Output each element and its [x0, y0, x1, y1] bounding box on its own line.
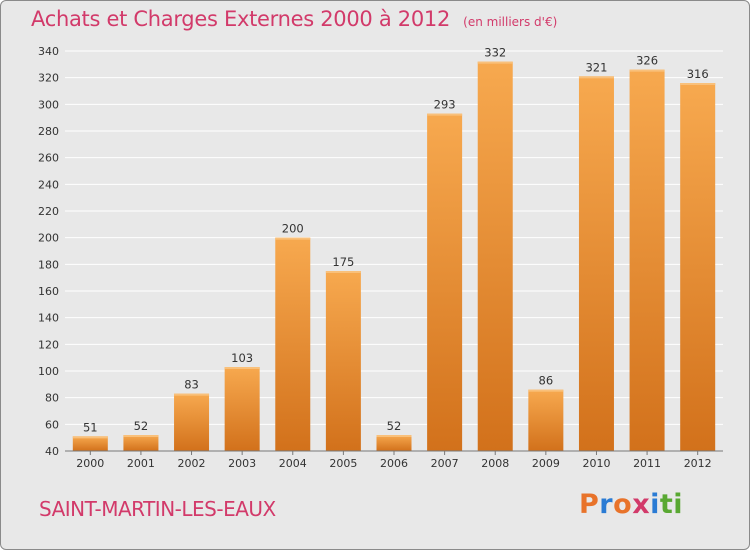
- bar-2008: [477, 61, 513, 452]
- bar-top-highlight: [376, 435, 412, 437]
- bar-2002: [174, 393, 210, 451]
- data-label: 83: [184, 378, 199, 392]
- data-labels: 51 52 83 103 200 175 52 293 332 86 321 326 316: [83, 46, 709, 435]
- chart-title: Achats et Charges Externes 2000 à 2012: [31, 7, 451, 31]
- x-tick-label: 2006: [380, 457, 408, 470]
- y-tick-label: 260: [38, 152, 59, 165]
- x-tick-label: 2007: [431, 457, 459, 470]
- bar-2006: [376, 435, 412, 451]
- x-tick-label: 2011: [633, 457, 661, 470]
- x-tick-label: 2010: [582, 457, 610, 470]
- bar-top-highlight: [224, 367, 260, 369]
- x-axis-ticks: 2000 2001 2002 2003 2004 2005 2006 2007 2008 2009…: [65, 450, 723, 470]
- logo-letter: t: [659, 489, 674, 520]
- logo-letter: i: [673, 489, 684, 520]
- bar-top-highlight: [275, 237, 311, 240]
- proxiti-logo: Proxiti: [579, 489, 683, 520]
- logo-letter: r: [599, 489, 614, 520]
- bar-top-highlight: [477, 61, 513, 64]
- bar-top-highlight: [123, 435, 159, 437]
- grid-lines: [65, 50, 723, 452]
- commune-name: SAINT-MARTIN-LES-EAUX: [39, 497, 276, 521]
- title-row: Achats et Charges Externes 2000 à 2012 (…: [31, 7, 557, 31]
- bar-2000: [72, 436, 108, 451]
- y-tick-label: 280: [38, 125, 59, 138]
- x-tick-label: 2002: [178, 457, 206, 470]
- data-label: 86: [539, 374, 554, 388]
- y-tick-label: 240: [38, 178, 59, 191]
- logo-letter: i: [650, 489, 660, 520]
- y-tick-label: 120: [38, 338, 59, 351]
- x-tick-label: 2000: [76, 457, 104, 470]
- data-label: 51: [83, 420, 98, 434]
- y-tick-label: 40: [45, 445, 59, 458]
- bar-top-highlight: [578, 76, 614, 79]
- bar-top-highlight: [629, 69, 665, 72]
- data-label: 332: [484, 46, 506, 60]
- data-label: 175: [332, 255, 354, 269]
- data-label: 103: [231, 351, 253, 365]
- bar-2003: [224, 367, 260, 451]
- bar-top-highlight: [680, 83, 716, 85]
- y-tick-label: 80: [45, 392, 59, 405]
- x-tick-label: 2004: [279, 457, 307, 470]
- y-tick-label: 340: [38, 45, 59, 58]
- y-tick-label: 140: [38, 312, 59, 325]
- chart-subtitle: (en milliers d'€): [463, 15, 558, 29]
- x-tick-label: 2009: [532, 457, 560, 470]
- bar-2011: [629, 69, 665, 452]
- bar-2009: [528, 389, 564, 451]
- bar-2012: [680, 83, 716, 451]
- y-tick-label: 180: [38, 258, 59, 271]
- y-tick-label: 100: [38, 365, 59, 378]
- bar-2010: [578, 76, 614, 451]
- data-label: 316: [687, 67, 709, 81]
- logo-letter: x: [632, 489, 651, 520]
- bar-top-highlight: [325, 271, 361, 273]
- x-tick-label: 2001: [127, 457, 155, 470]
- data-label: 293: [434, 98, 456, 112]
- data-label: 52: [134, 419, 149, 433]
- y-tick-label: 200: [38, 232, 59, 245]
- bar-2001: [123, 435, 159, 451]
- x-tick-label: 2012: [684, 457, 712, 470]
- bar-top-highlight: [72, 436, 108, 439]
- x-tick-label: 2008: [481, 457, 509, 470]
- data-label: 321: [585, 60, 607, 74]
- bars: [72, 61, 716, 452]
- data-label: 200: [282, 222, 304, 236]
- y-tick-label: 220: [38, 205, 59, 218]
- logo-letter: o: [613, 489, 633, 520]
- bar-top-highlight: [427, 113, 463, 116]
- bar-2007: [427, 113, 463, 452]
- y-tick-label: 320: [38, 72, 59, 85]
- logo-letter: P: [579, 489, 600, 520]
- data-label: 52: [387, 419, 402, 433]
- y-tick-label: 160: [38, 285, 59, 298]
- bar-2005: [325, 271, 361, 451]
- y-axis-ticks: 40 60 80 100 120 140 160 180 200 220 240 260 280 300 3…: [38, 45, 59, 458]
- data-label: 326: [636, 54, 658, 68]
- bar-2004: [275, 237, 311, 451]
- x-tick-label: 2005: [329, 457, 357, 470]
- bar-top-highlight: [174, 393, 210, 396]
- bar-top-highlight: [528, 389, 564, 392]
- y-tick-label: 300: [38, 98, 59, 111]
- y-tick-label: 60: [45, 418, 59, 431]
- x-tick-label: 2003: [228, 457, 256, 470]
